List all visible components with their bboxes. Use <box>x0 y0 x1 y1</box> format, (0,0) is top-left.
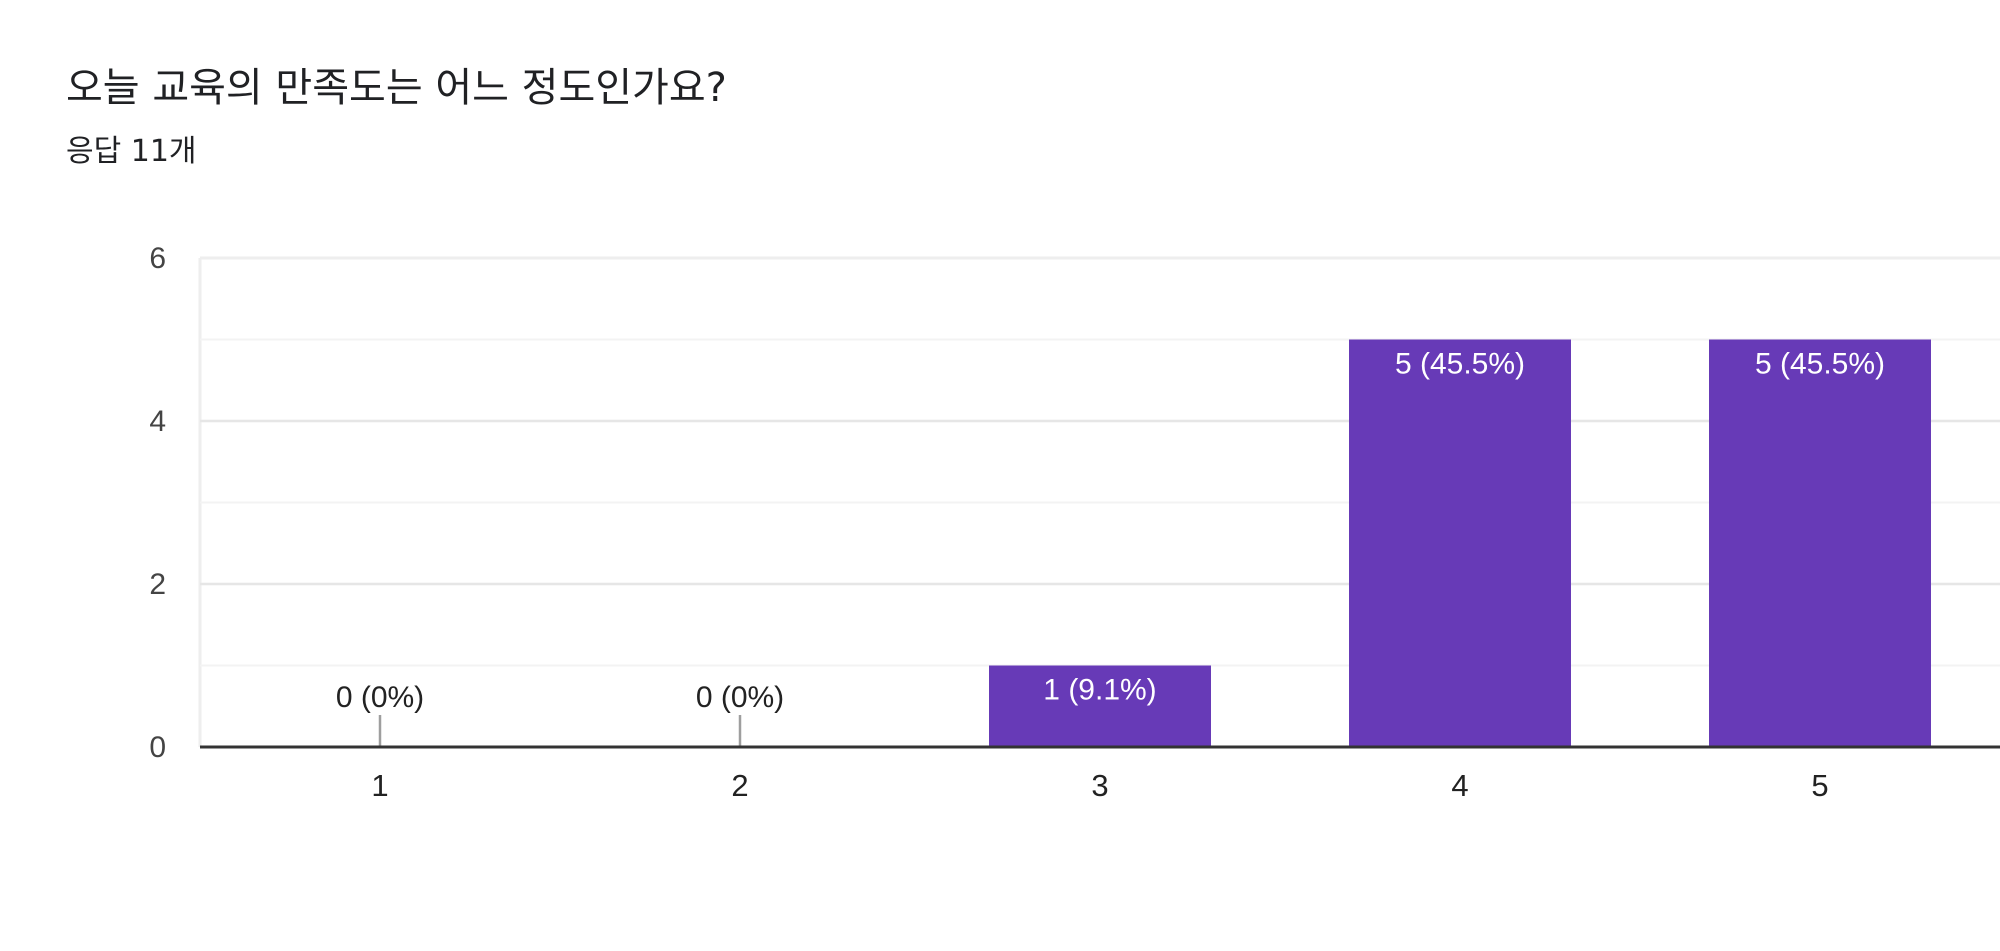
data-labels: 0 (0%) 0 (0%) 1 (9.1%) 5 (45.5%) 5 (45.5%) <box>336 348 1885 715</box>
y-tick-label: 2 <box>149 568 166 601</box>
y-tick-label: 6 <box>149 242 166 275</box>
bar-4 <box>1349 339 1571 747</box>
x-tick-label: 2 <box>731 768 748 803</box>
data-label: 5 (45.5%) <box>1755 348 1885 381</box>
x-tick-label: 5 <box>1811 768 1828 803</box>
bar-3 <box>989 665 1211 747</box>
x-axis-ticks: 1 2 3 4 5 <box>371 768 1828 803</box>
data-label: 1 (9.1%) <box>1043 674 1156 707</box>
y-tick-label: 0 <box>149 731 166 764</box>
data-label: 5 (45.5%) <box>1395 348 1525 381</box>
chart-title: 오늘 교육의 만족도는 어느 정도인가요? <box>66 65 727 111</box>
response-count: 응답 11개 <box>66 134 197 169</box>
x-tick-label: 1 <box>371 768 388 803</box>
x-tick-label: 4 <box>1451 768 1468 803</box>
y-tick-label: 4 <box>149 405 166 438</box>
y-axis-ticks: 0 2 4 6 <box>149 242 166 764</box>
data-label: 0 (0%) <box>336 681 424 714</box>
data-label: 0 (0%) <box>696 681 784 714</box>
bar-5 <box>1709 339 1931 747</box>
x-tick-label: 3 <box>1091 768 1108 803</box>
bars <box>378 339 1931 747</box>
